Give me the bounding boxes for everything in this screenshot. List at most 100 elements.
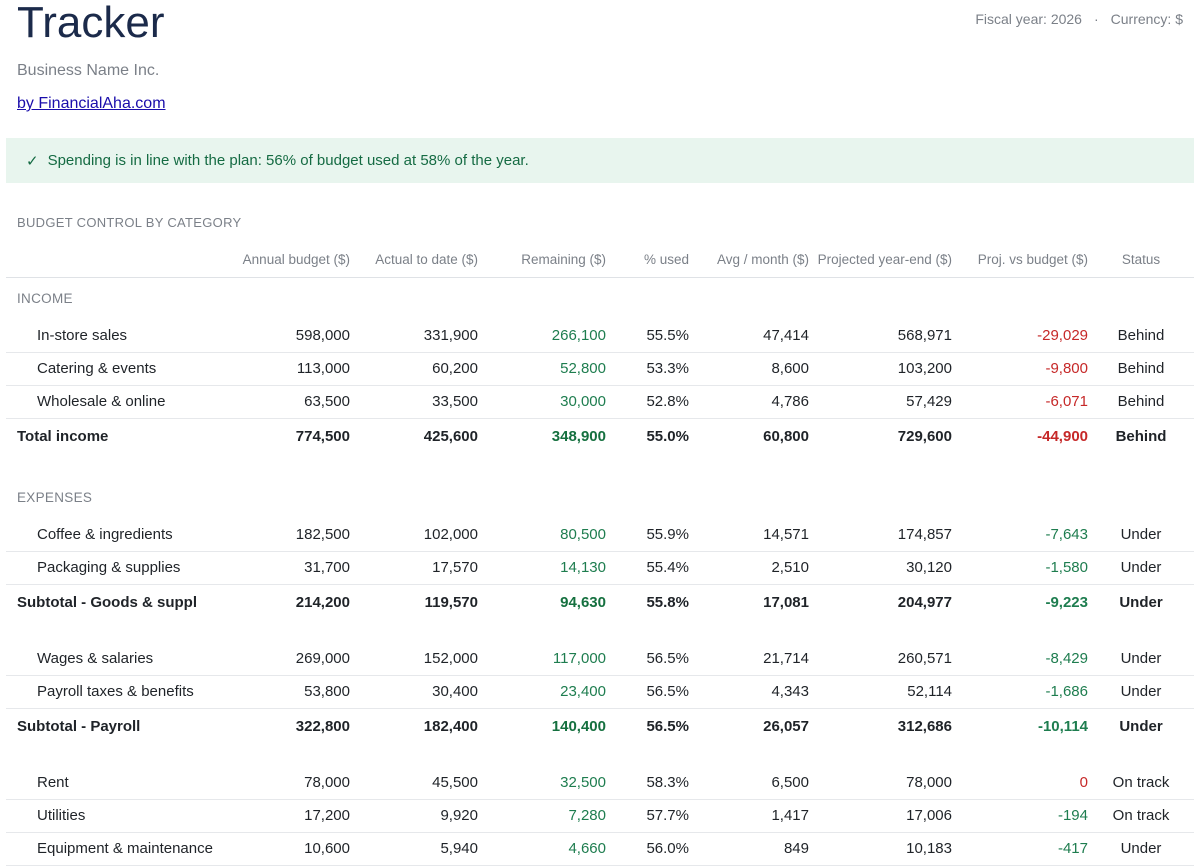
col-header-avg: Avg / month ($) bbox=[689, 242, 809, 278]
table-row: In-store sales 598,000 331,900 266,100 55.5%… bbox=[6, 319, 1194, 353]
cell-avg: 21,714 bbox=[689, 642, 809, 676]
cell-remaining: 7,280 bbox=[478, 799, 606, 833]
cell-variance: -7,643 bbox=[952, 518, 1088, 552]
table-row: Wholesale & online 63,500 33,500 30,000 52.8… bbox=[6, 385, 1194, 419]
cell-actual: 5,940 bbox=[350, 832, 478, 866]
cell-budget: 63,500 bbox=[216, 385, 350, 419]
table-row: Payroll taxes & benefits 53,800 30,400 23,4… bbox=[6, 675, 1194, 709]
cell-budget: 17,200 bbox=[216, 799, 350, 833]
cell-used: 56.5% bbox=[606, 675, 689, 709]
cell-remaining: 14,130 bbox=[478, 551, 606, 585]
cell-actual: 119,570 bbox=[350, 583, 478, 620]
table-body: INCOME In-store sales 598,000 331,900 266,10… bbox=[6, 277, 1194, 866]
spacer-row bbox=[6, 620, 1194, 642]
total-row: Subtotal - Payroll 322,800 182,400 140,400 5… bbox=[6, 707, 1194, 744]
spacer-row bbox=[6, 744, 1194, 766]
cell-used: 55.8% bbox=[606, 583, 689, 620]
row-label: Subtotal - Goods & suppl bbox=[6, 583, 216, 620]
cell-actual: 152,000 bbox=[350, 642, 478, 676]
group-header-row: INCOME bbox=[6, 277, 1194, 319]
cell-projected: 57,429 bbox=[809, 385, 952, 419]
cell-projected: 30,120 bbox=[809, 551, 952, 585]
row-label: Payroll taxes & benefits bbox=[6, 675, 216, 709]
row-label: Coffee & ingredients bbox=[6, 518, 216, 552]
cell-remaining: 348,900 bbox=[478, 417, 606, 454]
budget-table: Annual budget ($) Actual to date ($) Rem… bbox=[6, 242, 1194, 866]
cell-variance: -417 bbox=[952, 832, 1088, 866]
row-label: In-store sales bbox=[6, 319, 216, 353]
cell-budget: 598,000 bbox=[216, 319, 350, 353]
row-label: Catering & events bbox=[6, 352, 216, 386]
row-label: Packaging & supplies bbox=[6, 551, 216, 585]
cell-used: 55.5% bbox=[606, 319, 689, 353]
group-label: INCOME bbox=[17, 290, 73, 306]
total-row: Subtotal - Goods & suppl 214,200 119,570 94… bbox=[6, 583, 1194, 620]
cell-avg: 26,057 bbox=[689, 707, 809, 744]
cell-actual: 102,000 bbox=[350, 518, 478, 552]
financialaha-link[interactable]: by FinancialAha.com bbox=[17, 95, 166, 112]
cell-actual: 9,920 bbox=[350, 799, 478, 833]
cell-remaining: 266,100 bbox=[478, 319, 606, 353]
cell-avg: 4,343 bbox=[689, 675, 809, 709]
cell-variance: -1,686 bbox=[952, 675, 1088, 709]
status-banner: ✓ Spending is in line with the plan: 56%… bbox=[6, 138, 1194, 183]
cell-status: Behind bbox=[1088, 385, 1194, 419]
cell-remaining: 30,000 bbox=[478, 385, 606, 419]
cell-used: 55.0% bbox=[606, 417, 689, 454]
cell-avg: 6,500 bbox=[689, 766, 809, 800]
cell-actual: 425,600 bbox=[350, 417, 478, 454]
check-icon: ✓ bbox=[26, 152, 39, 170]
cell-used: 55.9% bbox=[606, 518, 689, 552]
cell-budget: 774,500 bbox=[216, 417, 350, 454]
cell-avg: 17,081 bbox=[689, 583, 809, 620]
group-label: EXPENSES bbox=[17, 489, 93, 505]
cell-variance: -44,900 bbox=[952, 417, 1088, 454]
cell-projected: 312,686 bbox=[809, 707, 952, 744]
col-header-used: % used bbox=[606, 242, 689, 278]
cell-variance: -10,114 bbox=[952, 707, 1088, 744]
cell-budget: 322,800 bbox=[216, 707, 350, 744]
banner-message: Spending is in line with the plan: 56% o… bbox=[47, 152, 529, 169]
cell-used: 55.4% bbox=[606, 551, 689, 585]
cell-used: 52.8% bbox=[606, 385, 689, 419]
spacer-row bbox=[6, 454, 1194, 476]
cell-budget: 113,000 bbox=[216, 352, 350, 386]
row-label: Subtotal - Payroll bbox=[6, 707, 216, 744]
row-label: Wages & salaries bbox=[6, 642, 216, 676]
cell-status: Under bbox=[1088, 675, 1194, 709]
cell-remaining: 32,500 bbox=[478, 766, 606, 800]
cell-variance: -29,029 bbox=[952, 319, 1088, 353]
col-header-name bbox=[6, 242, 216, 278]
currency: Currency: $ bbox=[1110, 11, 1183, 27]
cell-remaining: 80,500 bbox=[478, 518, 606, 552]
col-header-budget: Annual budget ($) bbox=[216, 242, 350, 278]
cell-status: Under bbox=[1088, 707, 1194, 744]
cell-status: Behind bbox=[1088, 319, 1194, 353]
cell-remaining: 23,400 bbox=[478, 675, 606, 709]
cell-projected: 174,857 bbox=[809, 518, 952, 552]
cell-status: Behind bbox=[1088, 352, 1194, 386]
cell-projected: 204,977 bbox=[809, 583, 952, 620]
cell-avg: 2,510 bbox=[689, 551, 809, 585]
table-row: Rent 78,000 45,500 32,500 58.3% 6,500 78,000 0 O… bbox=[6, 766, 1194, 800]
cell-budget: 182,500 bbox=[216, 518, 350, 552]
cell-projected: 78,000 bbox=[809, 766, 952, 800]
cell-budget: 10,600 bbox=[216, 832, 350, 866]
page-title: Tracker bbox=[17, 0, 165, 47]
cell-avg: 60,800 bbox=[689, 417, 809, 454]
cell-avg: 47,414 bbox=[689, 319, 809, 353]
fiscal-year: Fiscal year: 2026 bbox=[975, 11, 1082, 27]
cell-status: Under bbox=[1088, 551, 1194, 585]
cell-remaining: 52,800 bbox=[478, 352, 606, 386]
group-header-row: EXPENSES bbox=[6, 476, 1194, 518]
meta-separator: · bbox=[1093, 11, 1099, 27]
cell-projected: 729,600 bbox=[809, 417, 952, 454]
cell-used: 53.3% bbox=[606, 352, 689, 386]
cell-actual: 331,900 bbox=[350, 319, 478, 353]
cell-avg: 849 bbox=[689, 832, 809, 866]
cell-status: On track bbox=[1088, 799, 1194, 833]
section-title: BUDGET CONTROL BY CATEGORY bbox=[17, 215, 242, 230]
cell-budget: 269,000 bbox=[216, 642, 350, 676]
cell-actual: 30,400 bbox=[350, 675, 478, 709]
cell-used: 56.5% bbox=[606, 707, 689, 744]
